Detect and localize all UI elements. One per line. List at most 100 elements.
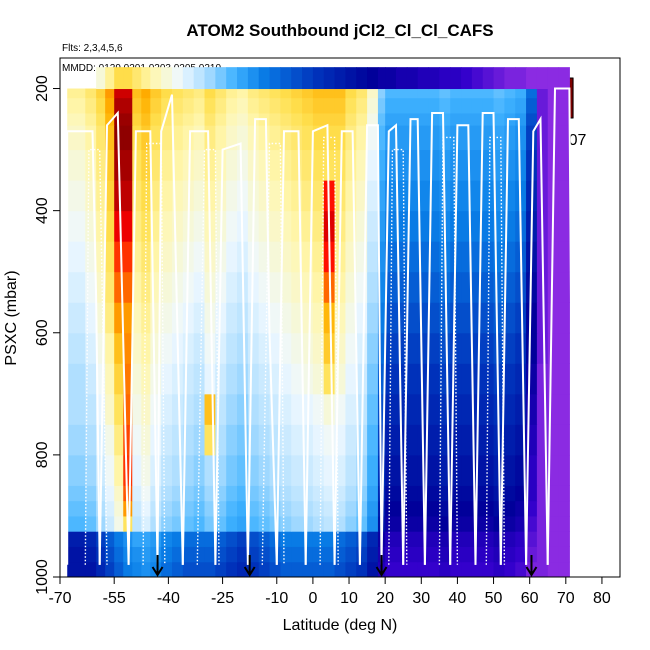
heatmap-cell	[558, 180, 570, 212]
heatmap-cell	[515, 561, 527, 578]
heatmap-cell	[526, 67, 538, 90]
heatmap-cell	[471, 125, 484, 151]
heatmap-cell	[385, 485, 397, 502]
heatmap-cell	[439, 149, 451, 181]
heatmap-cell	[504, 97, 516, 114]
heatmap-cell	[226, 125, 238, 151]
heatmap-cell	[182, 500, 195, 517]
heatmap-cell	[237, 149, 249, 181]
heatmap-cell	[226, 112, 238, 126]
heatmap-cell	[461, 271, 473, 303]
heatmap-cell	[406, 515, 419, 532]
heatmap-cell	[96, 332, 106, 364]
heatmap-cell	[417, 97, 430, 114]
heatmap-cell	[504, 210, 516, 242]
date-marker-arrow	[151, 555, 164, 577]
heatmap-cell	[269, 97, 281, 114]
heatmap-cell	[493, 67, 505, 90]
heatmap-cell	[280, 485, 292, 502]
heatmap-cell	[258, 531, 271, 547]
heatmap-cell	[302, 97, 314, 114]
heatmap-cell	[215, 500, 227, 517]
heatmap-cell	[493, 97, 505, 114]
heatmap-cell	[323, 149, 336, 181]
heatmap-cell	[247, 531, 260, 547]
heatmap-cell	[482, 180, 495, 212]
heatmap-cell	[161, 241, 173, 273]
heatmap-cell	[450, 271, 462, 303]
heatmap-cell	[334, 302, 346, 334]
heatmap-cell	[482, 97, 495, 114]
heatmap-cell	[247, 97, 260, 114]
heatmap-cell	[367, 67, 379, 90]
heatmap-cell	[526, 531, 538, 547]
heatmap-cell	[123, 424, 133, 456]
heatmap-cell	[280, 149, 292, 181]
heatmap-cell	[450, 125, 462, 151]
flight-profile-solid	[304, 123, 336, 565]
heatmap-cell	[406, 302, 419, 334]
heatmap-cell	[428, 125, 440, 151]
heatmap-cell	[428, 67, 440, 90]
heatmap-cell	[345, 500, 357, 517]
heatmap-cell	[226, 363, 238, 395]
heatmap-cell	[312, 125, 325, 151]
heatmap-cell	[428, 531, 440, 547]
heatmap-cell	[258, 88, 271, 99]
heatmap-cell	[237, 97, 249, 114]
heatmap-cell	[515, 67, 527, 90]
heatmap-cell	[536, 149, 549, 181]
chart-title: ATOM2 Southbound jCl2_Cl_Cl_CAFS	[186, 21, 493, 40]
heatmap-cell	[428, 241, 440, 273]
flight-profile-solid	[402, 118, 426, 565]
heatmap-cell	[323, 546, 336, 563]
heatmap-cell	[193, 180, 206, 212]
heatmap-cell	[67, 125, 86, 151]
heatmap-cell	[204, 97, 216, 114]
y-tick-label: 800	[34, 441, 51, 468]
heatmap-cell	[247, 546, 260, 563]
heatmap-cell	[85, 125, 97, 151]
heatmap-cell	[406, 500, 419, 517]
heatmap-cell	[141, 546, 151, 563]
heatmap-cell	[536, 88, 549, 99]
heatmap-cell	[558, 302, 570, 334]
date-marker-arrow	[243, 555, 256, 577]
heatmap-cell	[258, 546, 271, 563]
heatmap-cell	[312, 363, 325, 395]
date-marker-arrow	[525, 555, 538, 577]
heatmap-cell	[226, 180, 238, 212]
heatmap-cell	[334, 332, 346, 364]
heatmap-cell	[323, 332, 336, 364]
heatmap-cell	[367, 241, 379, 273]
heatmap-cell	[482, 393, 495, 425]
heatmap-cell	[204, 500, 216, 517]
heatmap-cell	[515, 500, 527, 517]
heatmap-cell	[193, 125, 206, 151]
heatmap-cell	[67, 424, 86, 456]
heatmap-cell	[526, 485, 538, 502]
heatmap-cell	[226, 454, 238, 486]
heatmap-cell	[334, 424, 346, 456]
heatmap-cell	[367, 88, 379, 99]
heatmap-cell	[161, 149, 173, 181]
heatmap-cell	[406, 180, 419, 212]
heatmap-cell	[334, 67, 346, 90]
heatmap-cell	[406, 546, 419, 563]
heatmap-cell	[385, 112, 397, 126]
heatmap-cell	[482, 67, 495, 90]
heatmap-cell	[428, 180, 440, 212]
heatmap-cell	[450, 454, 462, 486]
heatmap-cell	[105, 500, 115, 517]
heatmap-cell	[493, 180, 505, 212]
heatmap-cell	[558, 332, 570, 364]
heatmap-cell	[377, 67, 386, 90]
heatmap-cell	[123, 241, 133, 273]
heatmap-cell	[461, 88, 473, 99]
heatmap-cell	[439, 454, 451, 486]
heatmap-cell	[377, 424, 386, 456]
y-axis: 200 400 600 800 1000	[34, 75, 60, 595]
heatmap-cell	[114, 424, 124, 456]
heatmap-cell	[141, 302, 151, 334]
heatmap-cell	[471, 97, 484, 114]
